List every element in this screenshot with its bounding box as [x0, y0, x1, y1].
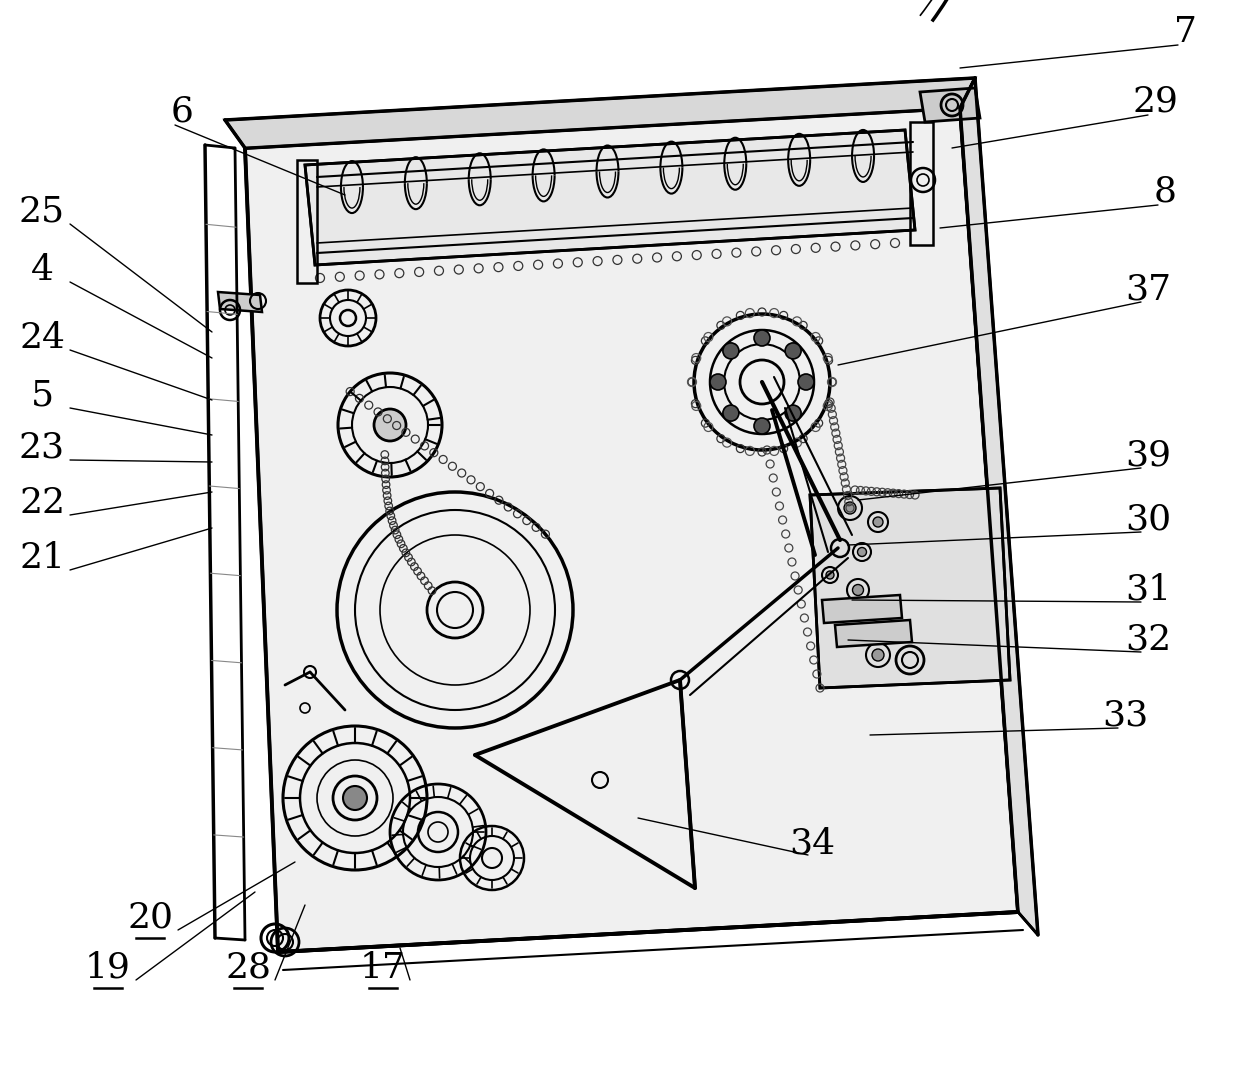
- Polygon shape: [218, 292, 262, 312]
- Text: 17: 17: [360, 950, 405, 985]
- Circle shape: [374, 409, 405, 441]
- Circle shape: [723, 343, 739, 359]
- Text: 6: 6: [171, 95, 193, 129]
- Circle shape: [853, 585, 863, 596]
- Polygon shape: [810, 488, 1011, 688]
- Circle shape: [873, 516, 883, 527]
- Text: 34: 34: [789, 826, 835, 860]
- Circle shape: [872, 649, 884, 661]
- Circle shape: [858, 548, 867, 557]
- Text: 20: 20: [126, 901, 174, 935]
- Text: 37: 37: [1125, 273, 1171, 307]
- Text: 29: 29: [1132, 85, 1178, 119]
- Text: 25: 25: [19, 195, 64, 229]
- Circle shape: [844, 502, 856, 514]
- Text: 31: 31: [1125, 573, 1171, 607]
- Text: 19: 19: [86, 950, 131, 985]
- Polygon shape: [305, 130, 915, 265]
- Polygon shape: [224, 78, 975, 148]
- Circle shape: [799, 374, 813, 390]
- Text: 28: 28: [224, 950, 272, 985]
- Polygon shape: [835, 620, 911, 647]
- Circle shape: [844, 630, 856, 640]
- Circle shape: [754, 418, 770, 434]
- Circle shape: [826, 571, 835, 579]
- Text: 5: 5: [31, 378, 53, 412]
- Text: 23: 23: [19, 431, 64, 465]
- Circle shape: [754, 330, 770, 346]
- Text: 22: 22: [19, 486, 64, 520]
- Circle shape: [785, 405, 801, 421]
- Text: 39: 39: [1125, 438, 1171, 472]
- Text: 21: 21: [19, 541, 64, 575]
- Circle shape: [866, 608, 874, 616]
- Polygon shape: [822, 595, 901, 623]
- Polygon shape: [960, 78, 1038, 935]
- Polygon shape: [920, 88, 980, 122]
- Text: 8: 8: [1153, 175, 1177, 209]
- Text: 4: 4: [31, 253, 53, 288]
- Circle shape: [711, 374, 725, 390]
- Text: 32: 32: [1125, 623, 1171, 658]
- Polygon shape: [246, 108, 1018, 952]
- Text: 30: 30: [1125, 503, 1171, 537]
- Circle shape: [723, 405, 739, 421]
- Text: 7: 7: [1173, 15, 1197, 49]
- Circle shape: [343, 786, 367, 810]
- Text: 33: 33: [1102, 698, 1148, 732]
- Text: 24: 24: [19, 321, 64, 355]
- Circle shape: [785, 343, 801, 359]
